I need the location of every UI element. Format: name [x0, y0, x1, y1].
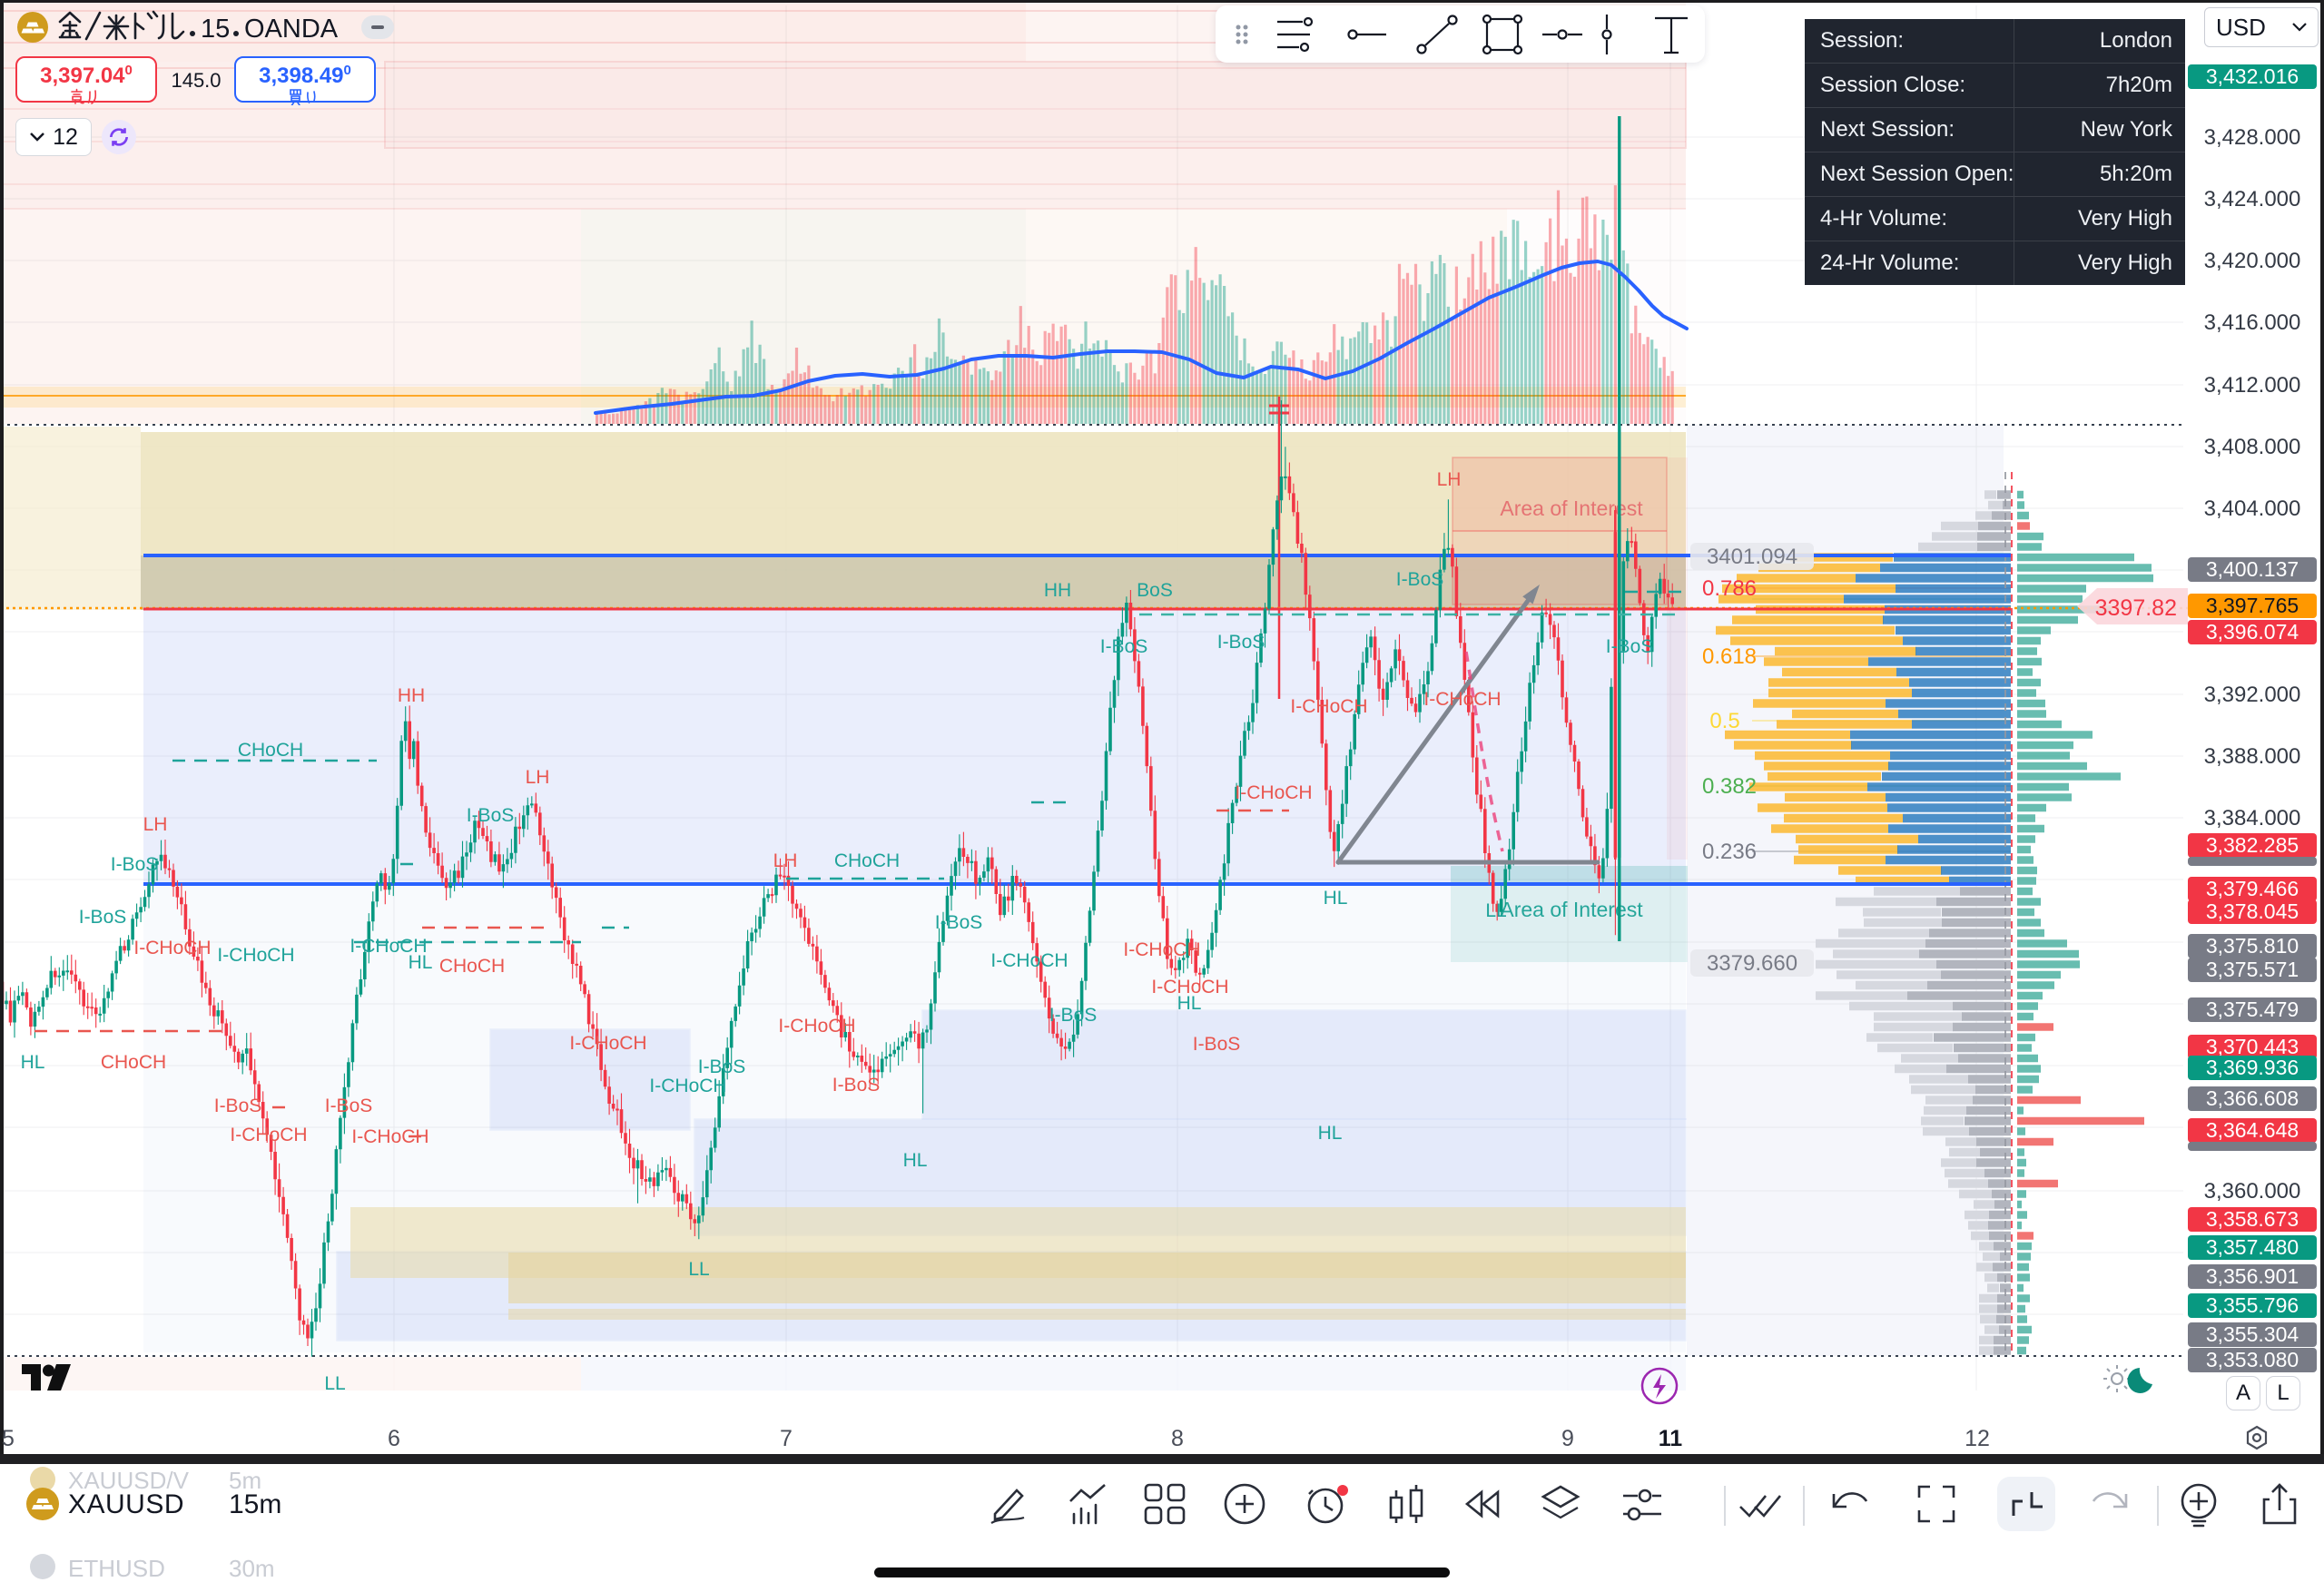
svg-text:LH: LH	[526, 767, 550, 788]
svg-text:I-BoS: I-BoS	[935, 912, 983, 933]
svg-text:0.618: 0.618	[1702, 644, 1757, 669]
svg-text:LL: LL	[324, 1373, 345, 1394]
svg-text:I-CHoCH: I-CHoCH	[569, 1033, 646, 1054]
svg-text:I-BoS: I-BoS	[1049, 1005, 1098, 1026]
svg-text:I-CHoCH: I-CHoCH	[133, 938, 211, 958]
svg-text:LL: LL	[1485, 900, 1506, 921]
svg-text:I-CHoCH: I-CHoCH	[778, 1016, 855, 1037]
svg-text:HL: HL	[409, 952, 433, 973]
svg-text:HL: HL	[1177, 993, 1202, 1014]
svg-text:LH: LH	[143, 814, 168, 835]
svg-text:7: 7	[780, 1426, 793, 1451]
svg-text:11: 11	[1659, 1426, 1683, 1451]
svg-text:6: 6	[388, 1426, 400, 1451]
svg-text:0.236: 0.236	[1702, 840, 1757, 864]
svg-text:I-CHoCH: I-CHoCH	[1290, 696, 1367, 717]
svg-text:HL: HL	[903, 1150, 928, 1171]
svg-text:LL: LL	[688, 1259, 709, 1280]
svg-text:0.382: 0.382	[1702, 774, 1757, 799]
svg-text:CHoCH: CHoCH	[101, 1052, 166, 1073]
svg-text:I-BoS: I-BoS	[1217, 632, 1265, 653]
svg-text:3401.094: 3401.094	[1707, 545, 1797, 569]
svg-text:HL: HL	[1318, 1123, 1343, 1144]
svg-text:I-CHoCH: I-CHoCH	[217, 945, 294, 966]
svg-text:I-BoS: I-BoS	[832, 1075, 881, 1096]
svg-text:I-CHoCH: I-CHoCH	[1151, 977, 1228, 997]
svg-text:3379.660: 3379.660	[1707, 951, 1797, 976]
svg-text:HH: HH	[398, 685, 425, 706]
svg-text:I-CHoCH: I-CHoCH	[1423, 689, 1501, 710]
svg-text:CHoCH: CHoCH	[439, 956, 505, 977]
svg-text:I-BoS: I-BoS	[325, 1096, 373, 1116]
svg-text:12: 12	[1965, 1426, 1990, 1451]
svg-text:15: 15	[201, 15, 230, 44]
svg-text:I-BoS: I-BoS	[214, 1096, 262, 1116]
svg-text:LH: LH	[773, 850, 798, 871]
svg-text:I-BoS: I-BoS	[1193, 1034, 1241, 1055]
svg-text:I-CHoCH: I-CHoCH	[649, 1076, 726, 1096]
svg-text:HL: HL	[1324, 888, 1348, 909]
svg-text:I-BoS: I-BoS	[1606, 636, 1654, 657]
svg-text:3397.82: 3397.82	[2095, 595, 2177, 621]
svg-text:I-BoS: I-BoS	[1100, 636, 1148, 657]
svg-text:I-BoS: I-BoS	[79, 907, 127, 928]
svg-text:0.786: 0.786	[1702, 576, 1757, 601]
svg-text:I-BoS: I-BoS	[467, 805, 515, 826]
svg-text:HH: HH	[1044, 580, 1071, 601]
svg-text:OANDA: OANDA	[244, 15, 339, 44]
svg-text:I-CHoCH: I-CHoCH	[1123, 939, 1200, 960]
svg-text:BoS: BoS	[1137, 580, 1173, 601]
svg-text:CHoCH: CHoCH	[834, 850, 900, 871]
svg-text:I-CHoCH: I-CHoCH	[351, 1126, 428, 1147]
svg-text:8: 8	[1171, 1426, 1184, 1451]
svg-text:Area of Interest: Area of Interest	[1500, 496, 1643, 520]
svg-text:CHoCH: CHoCH	[238, 740, 303, 761]
svg-text:0.5: 0.5	[1709, 709, 1739, 733]
svg-text:Area of Interest: Area of Interest	[1500, 898, 1643, 921]
svg-text:I-CHoCH: I-CHoCH	[350, 936, 427, 957]
svg-text:9: 9	[1561, 1426, 1574, 1451]
svg-text:I-CHoCH: I-CHoCH	[990, 950, 1068, 971]
svg-text:HL: HL	[21, 1052, 45, 1073]
svg-text:I-BoS: I-BoS	[111, 854, 159, 875]
svg-text:I-BoS: I-BoS	[698, 1056, 746, 1077]
svg-text:I-CHoCH: I-CHoCH	[1235, 782, 1312, 803]
svg-text:5: 5	[2, 1426, 15, 1451]
svg-text:I-CHoCH: I-CHoCH	[230, 1125, 307, 1145]
svg-text:LH: LH	[1437, 469, 1462, 490]
svg-text:I-BoS: I-BoS	[1396, 569, 1444, 590]
